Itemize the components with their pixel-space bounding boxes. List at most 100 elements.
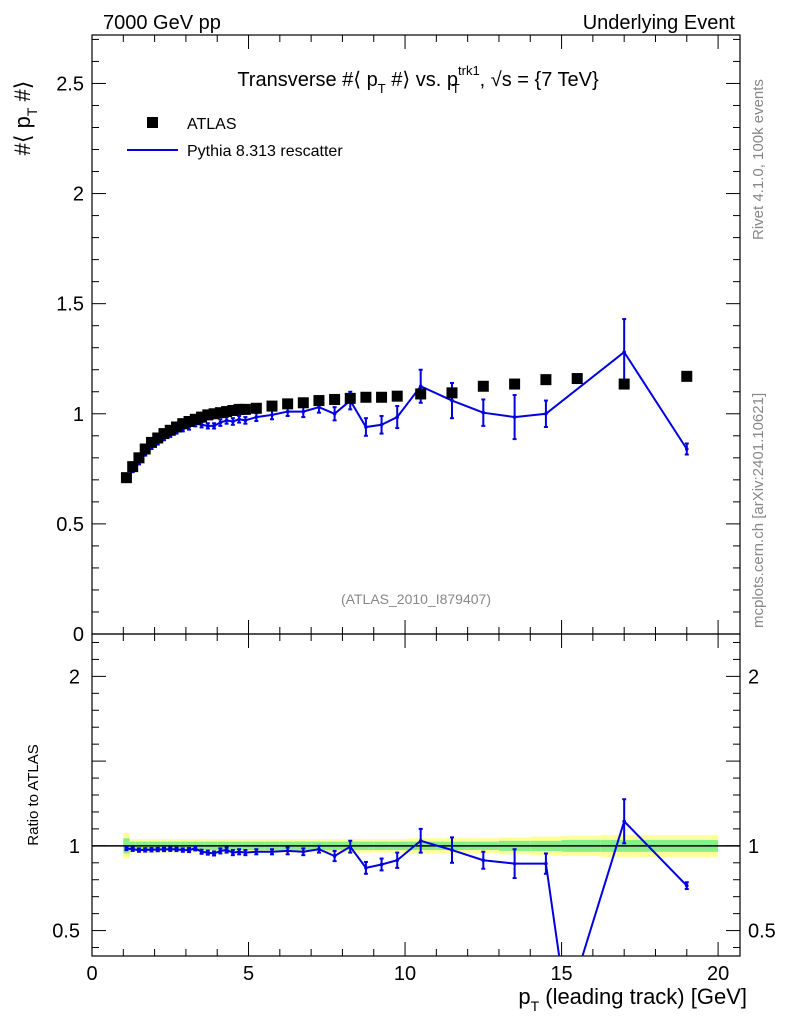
header-left: 7000 GeV pp <box>103 12 221 34</box>
atlas-data-point <box>164 424 176 436</box>
pythia-point <box>418 384 423 389</box>
main-y-tick-label: 0 <box>73 624 84 646</box>
ratio-point <box>155 847 160 852</box>
atlas-data-point <box>250 402 262 414</box>
pythia-point <box>684 447 689 451</box>
ratio-point <box>254 849 259 854</box>
ratio-point <box>418 838 423 843</box>
ylabel-part-a: #⟨ p <box>10 116 35 155</box>
atlas-data-point <box>133 452 145 464</box>
xlabel-sub: T <box>531 998 540 1014</box>
ratio-y-axis-label: Ratio to ATLAS <box>25 744 42 845</box>
title-sub2: T <box>452 81 460 96</box>
main-y-tick-label: 2.5 <box>56 73 84 95</box>
atlas-data-point <box>158 428 170 440</box>
ratio-series <box>124 798 689 956</box>
atlas-data-point <box>177 418 189 430</box>
atlas-data-point <box>183 415 195 427</box>
atlas-data-point <box>360 391 372 403</box>
title-sup: trk1 <box>458 63 480 78</box>
title-part-b: #⟩ vs. p <box>386 69 458 91</box>
atlas-data-point <box>120 472 132 484</box>
analysis-watermark: (ATLAS_2010_I879407) <box>341 591 491 607</box>
xlabel-part-b: (leading track) [GeV] <box>539 984 747 1009</box>
ratio-y-tick-label-right: 0.5 <box>748 921 776 943</box>
atlas-data-point <box>227 404 239 416</box>
ratio-point <box>285 849 290 853</box>
pythia-point <box>512 415 517 419</box>
pythia-point <box>206 424 210 428</box>
ratio-y-tick-label: 0.5 <box>52 921 80 943</box>
ratio-point <box>162 847 166 852</box>
main-panel: 00.511.522.5 #⟨ pT #⟩ Transverse #⟨ pT #… <box>10 34 741 646</box>
pythia-point <box>544 411 548 416</box>
ratio-point <box>481 858 486 863</box>
legend-atlas-marker <box>147 117 158 128</box>
ratio-point <box>180 848 185 852</box>
main-y-tick-labels: 0 0.5 1 1.5 2 2.5 <box>56 73 84 646</box>
pythia-point <box>364 425 368 429</box>
pythia-point <box>332 411 337 416</box>
ratio-point <box>218 849 223 853</box>
atlas-data-point <box>152 432 164 444</box>
pythia-point <box>285 409 290 414</box>
pythia-point <box>270 413 274 417</box>
atlas-data-point <box>202 409 214 421</box>
ratio-y-tick-labels: 0.5 0.5 1 1 2 2 <box>52 666 776 942</box>
pythia-point <box>450 398 454 403</box>
pythia-point <box>317 405 321 409</box>
atlas-data-point <box>233 403 245 415</box>
atlas-data-point <box>239 403 251 415</box>
x-tick-label: 15 <box>550 963 572 985</box>
atlas-data-point <box>329 393 341 405</box>
pythia-point <box>481 410 486 415</box>
atlas-data-point <box>189 413 201 425</box>
legend-pythia-label: Pythia 8.313 rescatter <box>187 143 343 160</box>
ratio-point <box>143 848 148 852</box>
ratio-axis-ticks <box>91 634 740 956</box>
ratio-y-tick-label: 1 <box>69 836 80 858</box>
pythia-point <box>237 417 241 422</box>
atlas-data-point <box>145 436 157 448</box>
x-tick-label: 20 <box>707 963 729 985</box>
ratio-frame <box>91 633 741 957</box>
ratio-point <box>348 844 353 849</box>
atlas-data-point <box>618 378 630 390</box>
ratio-point <box>301 849 306 854</box>
pythia-point <box>212 424 216 428</box>
x-axis-label: pT (leading track) [GeV] <box>518 984 747 1014</box>
ratio-point <box>243 850 248 855</box>
atlas-data-point <box>391 390 403 402</box>
ratio-point <box>544 861 548 866</box>
title-sub1: T <box>378 81 386 96</box>
ylabel-part-b: #⟩ <box>10 81 35 108</box>
atlas-data-point <box>171 421 183 433</box>
main-y-axis-label: #⟨ pT #⟩ <box>10 81 40 156</box>
title-part-c: , √s = {7 TeV} <box>480 69 599 91</box>
atlas-data-point <box>571 373 583 385</box>
ratio-point <box>270 849 274 854</box>
pythia-point <box>224 418 229 423</box>
pythia-point <box>379 422 384 427</box>
rivet-label: Rivet 4.1.0, 100k events <box>750 79 767 240</box>
x-tick-label: 0 <box>86 963 97 985</box>
mcplots-label: mcplots.cern.ch [arXiv:2401.10621] <box>750 393 767 628</box>
header-right: Underlying Event <box>583 12 736 34</box>
xlabel-part-a: p <box>518 984 530 1009</box>
ratio-point <box>193 846 198 851</box>
atlas-data-point <box>127 461 139 473</box>
x-tick-label: 5 <box>243 963 254 985</box>
title-part-a: Transverse #⟨ p <box>237 69 377 91</box>
atlas-data-point <box>139 443 151 455</box>
legend-atlas-label: ATLAS <box>187 116 237 133</box>
pythia-point <box>301 409 306 414</box>
x-tick-label: 10 <box>394 963 416 985</box>
ratio-point <box>224 848 229 852</box>
main-y-tick-label: 1.5 <box>56 294 84 316</box>
pythia-point <box>243 418 248 423</box>
atlas-data-point <box>196 411 208 423</box>
ratio-point <box>231 850 235 855</box>
ratio-point <box>124 846 129 851</box>
ylabel-sub: T <box>24 107 40 116</box>
